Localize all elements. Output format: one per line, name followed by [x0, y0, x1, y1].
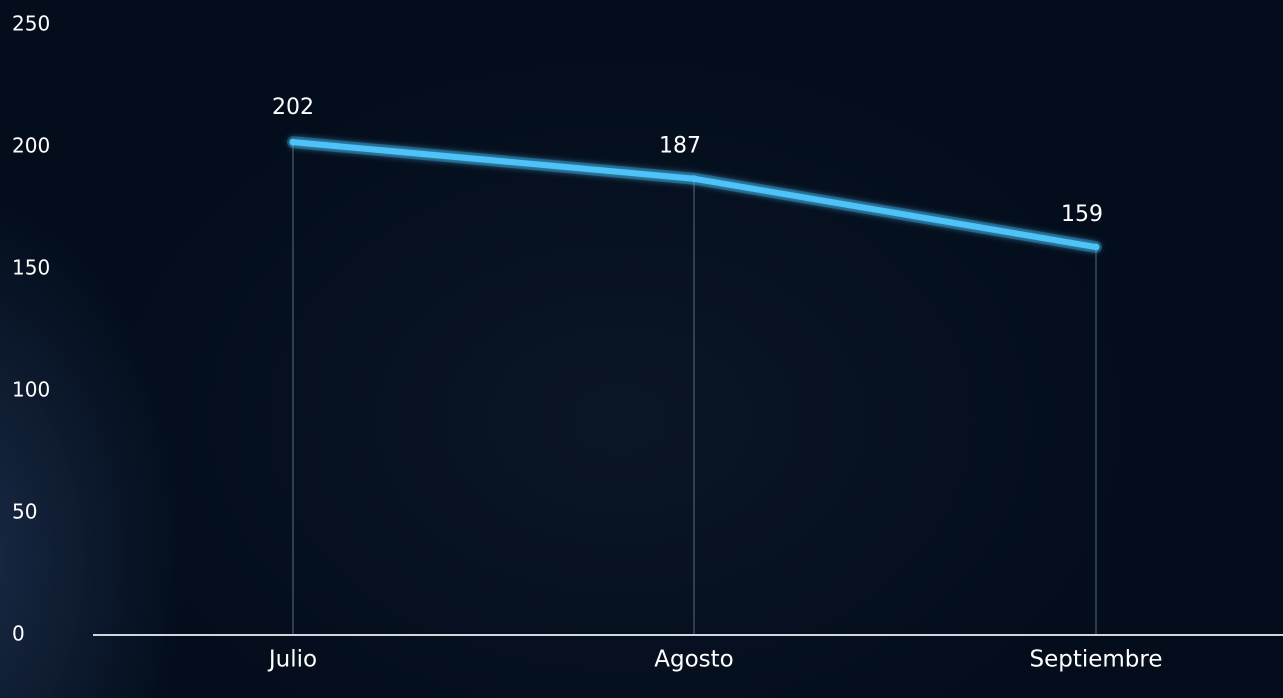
data-label: 187 — [659, 134, 701, 159]
data-label: 159 — [1061, 202, 1103, 227]
y-tick-label: 0 — [12, 622, 25, 646]
data-point — [690, 175, 698, 183]
drop-lines — [292, 142, 1097, 635]
data-point — [1092, 243, 1100, 251]
x-tick-label: Septiembre — [1029, 647, 1162, 673]
y-tick-label: 50 — [12, 500, 37, 524]
y-tick-label: 100 — [12, 378, 50, 402]
series-group — [287, 136, 1102, 254]
y-axis: 0 50 100 150 200 250 — [12, 12, 50, 646]
x-tick-label: Julio — [267, 647, 317, 673]
y-tick-label: 250 — [12, 12, 50, 36]
data-labels: 202 187 159 — [272, 95, 1103, 227]
data-label: 202 — [272, 95, 314, 120]
x-tick-label: Agosto — [654, 647, 733, 673]
y-tick-label: 150 — [12, 256, 50, 280]
data-point — [289, 138, 297, 146]
x-axis: Julio Agosto Septiembre — [267, 647, 1163, 673]
y-tick-label: 200 — [12, 134, 50, 158]
